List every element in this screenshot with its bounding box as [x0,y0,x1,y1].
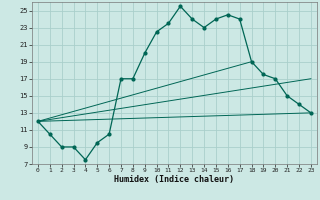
X-axis label: Humidex (Indice chaleur): Humidex (Indice chaleur) [115,175,234,184]
